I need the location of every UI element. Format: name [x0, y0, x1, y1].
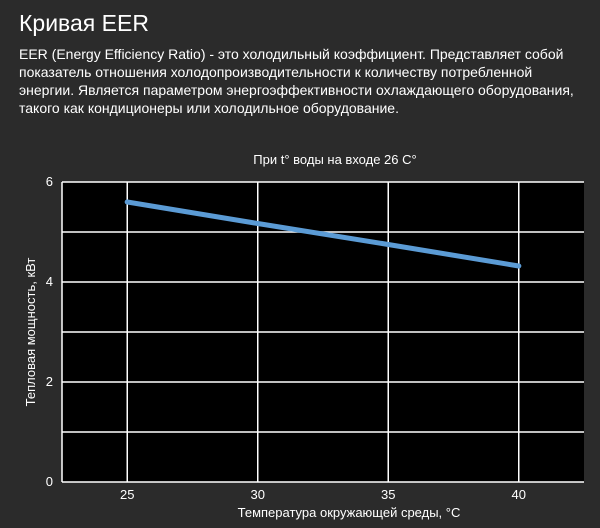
series-layer: [124, 199, 522, 269]
data-point-30: [255, 221, 261, 226]
page-title: Кривая EER: [19, 10, 149, 36]
y-tick-label-6: 6: [46, 174, 53, 189]
data-point-25: [124, 199, 130, 205]
series-line-0: [124, 199, 522, 269]
x-tick-label-35: 35: [381, 487, 395, 502]
y-tick-label-0: 0: [46, 474, 53, 489]
y-axis-label: Тепловая мощность, кВт: [23, 258, 38, 407]
grid-lines: [61, 181, 584, 483]
x-axis-label: Температура окружающей среды, °С: [238, 505, 461, 520]
y-tick-label-4: 4: [46, 274, 53, 289]
x-tick-label-30: 30: [251, 487, 265, 502]
chart-title: При t° воды на входе 26 С°: [253, 152, 416, 167]
x-tick-label-25: 25: [120, 487, 134, 502]
eer-chart: 25 30 35 40 0 2 4 6 При t° воды на входе 26 С° …: [0, 140, 600, 528]
tick-labels: 25 30 35 40 0 2 4 6: [46, 174, 526, 502]
data-point-35: [385, 242, 391, 247]
data-point-40: [516, 263, 522, 269]
x-tick-label-40: 40: [512, 487, 526, 502]
y-tick-label-2: 2: [46, 374, 53, 389]
page-description: EER (Energy Efficiency Ratio) - это холо…: [19, 46, 574, 116]
